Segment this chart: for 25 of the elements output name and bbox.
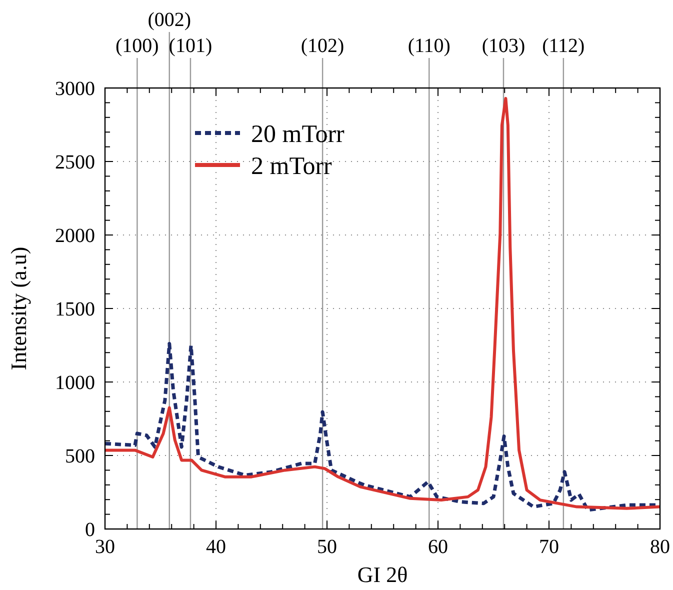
y-axis-title: Intensity (a.u) <box>6 246 31 370</box>
x-tick-label: 50 <box>317 536 337 558</box>
text: (100) <box>116 35 159 57</box>
y-tick-label: 2500 <box>55 152 95 174</box>
legend-label: 20 mTorr <box>251 120 346 148</box>
x-tick-label: 80 <box>650 536 670 558</box>
legend-label: 2 mTorr <box>251 152 333 180</box>
text: (112) <box>542 35 585 57</box>
y-tick-label: 0 <box>85 519 95 541</box>
text: (110) <box>408 35 450 57</box>
text: (103) <box>482 35 526 57</box>
x-tick-label: 30 <box>95 536 115 558</box>
y-tick-label: 2000 <box>55 225 95 247</box>
text: (102) <box>300 35 344 57</box>
x-tick-label: 40 <box>206 536 226 558</box>
text: (101) <box>168 35 212 57</box>
y-tick-label: 500 <box>65 446 95 468</box>
x-axis-title: GI 2θ <box>357 562 408 587</box>
line-series <box>104 96 662 510</box>
y-tick-label: 1500 <box>55 298 95 320</box>
x-tick-label: 70 <box>539 536 559 558</box>
x-tick-label: 60 <box>428 536 448 558</box>
y-tick-label: 1000 <box>55 372 95 394</box>
y-tick-label: 3000 <box>55 78 95 100</box>
text: (002) <box>148 9 192 31</box>
